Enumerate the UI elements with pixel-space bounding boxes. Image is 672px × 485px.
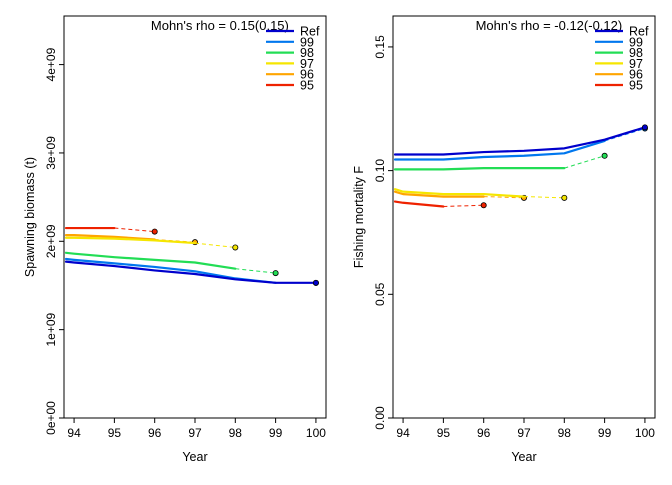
legend-label-95: 95 [300,79,314,93]
legend-label-99: 99 [629,35,643,49]
y-tick-label: 3e+09 [44,136,58,170]
projection-line-97 [194,242,236,248]
projection-line-98 [235,268,276,274]
y-tick-label: 0.05 [373,282,387,306]
projection-point-98 [601,152,608,159]
y-tick-label: 1e+09 [44,312,58,346]
x-tick-label: 96 [148,426,162,440]
legend-label-99: 99 [300,35,314,49]
projection-point-95 [151,228,158,235]
terminal-point-Ref [312,279,319,286]
x-tick-label: 100 [635,426,655,440]
series-line-97 [393,188,526,198]
legend-label-95: 95 [629,79,643,93]
projection-line-99 [604,128,646,142]
x-tick-label: 97 [517,426,531,440]
series-line-96 [393,190,485,198]
series-line-Ref [64,260,318,284]
x-tick-label: 95 [108,426,122,440]
panel-biomass: 94 95 96 97 98 99 1000e+001e+092e+093e+094e+09… [23,15,327,464]
data-layer [393,124,648,209]
y-axis-label: Spawning biomass (t) [23,157,37,277]
projection-point-97 [561,194,568,201]
legend-label-97: 97 [629,57,643,71]
y-tick-label: 0e+00 [44,401,58,435]
x-tick-label: 100 [306,426,326,440]
x-axis-label: Year [182,450,207,464]
series-line-97 [64,236,197,245]
y-tick-label: 0.10 [373,159,387,183]
mohns-rho-annotation: Mohn's rho = 0.15(0.15) [151,18,289,33]
legend-label-97: 97 [300,57,314,71]
x-tick-label: 97 [188,426,202,440]
x-tick-label: 94 [67,426,81,440]
x-tick-label: 94 [396,426,410,440]
x-axis-label: Year [511,450,536,464]
legend-label-98: 98 [629,46,643,60]
legend-label-96: 96 [629,68,643,82]
projection-line-98 [564,155,605,169]
projection-point-97 [232,244,239,251]
x-tick-label: 99 [269,426,283,440]
x-tick-label: 96 [477,426,491,440]
projection-line-95 [114,227,155,233]
plot-frame [392,15,656,419]
legend-label-Ref: Ref [300,25,320,39]
x-tick-label: 99 [598,426,612,440]
legend-label-Ref: Ref [629,25,649,39]
x-tick-label: 95 [437,426,451,440]
projection-point-95 [480,202,487,209]
series-line-Ref [393,126,647,156]
series-line-99 [393,139,606,161]
y-tick-label: 0.00 [373,406,387,430]
y-tick-label: 2e+09 [44,224,58,258]
series-line-95 [393,200,445,208]
terminal-point-Ref [641,124,648,131]
x-tick-label: 98 [558,426,572,440]
panel-fishing-mortality: 94 95 96 97 98 99 1000.000.050.100.15YearFishi… [352,15,656,464]
plot-frame [63,15,327,419]
series-line-98 [393,167,566,171]
y-tick-label: 4e+09 [44,47,58,81]
projection-line-97 [523,196,565,199]
y-axis-label: Fishing mortality F [352,166,366,268]
projection-line-95 [443,204,484,207]
projection-point-98 [272,270,279,277]
y-tick-label: 0.15 [373,35,387,59]
series-line-98 [64,251,237,270]
legend-label-98: 98 [300,46,314,60]
legend-label-96: 96 [300,68,314,82]
series-line-96 [64,234,156,241]
x-tick-label: 98 [229,426,243,440]
data-layer [64,226,319,286]
mohns-rho-annotation: Mohn's rho = -0.12(-0.12) [476,18,623,33]
